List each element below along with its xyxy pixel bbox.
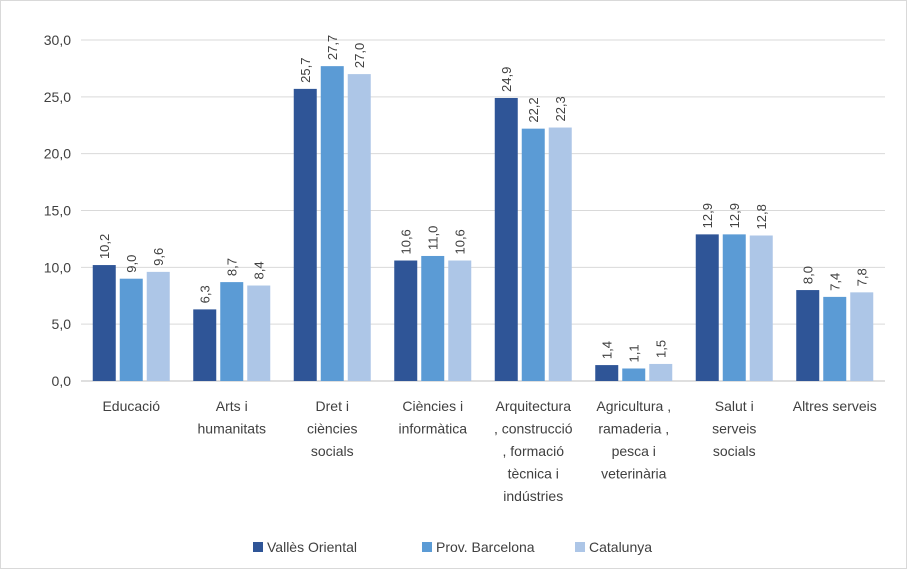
bar xyxy=(622,368,646,381)
data-label: 7,4 xyxy=(828,273,843,291)
data-label: 22,3 xyxy=(553,96,568,121)
y-tick-label: 30,0 xyxy=(44,32,71,48)
data-label: 9,6 xyxy=(151,248,166,266)
bar xyxy=(220,282,244,381)
category-label: Arquitectura, construcció, formació tècni… xyxy=(494,398,573,504)
bar xyxy=(92,265,116,381)
data-label: 10,6 xyxy=(453,229,468,254)
category-label: Dret i ciències socials xyxy=(307,398,358,459)
data-label: 7,8 xyxy=(855,268,870,286)
data-labels: 10,2 9,0 9,6 6,3 8,7 8,4 25,7 27,7 27,0 10,6 11,0 1… xyxy=(97,35,870,363)
bar xyxy=(521,128,545,381)
bar xyxy=(146,271,170,381)
data-label: 12,9 xyxy=(727,203,742,228)
bar xyxy=(695,234,719,381)
legend-swatch xyxy=(575,542,585,552)
bar xyxy=(494,97,518,381)
category-label: Altres serveis xyxy=(793,398,877,414)
legend-label: Prov. Barcelona xyxy=(436,539,535,555)
bar xyxy=(394,260,418,381)
data-label: 9,0 xyxy=(124,255,139,273)
data-label: 11,0 xyxy=(426,226,441,250)
legend: Vallès Oriental Prov. Barcelona Catalunya xyxy=(253,539,652,555)
bar xyxy=(595,365,619,381)
bar xyxy=(649,363,673,381)
category-label: Agricultura , ramaderia , pesca i veterinàr… xyxy=(596,398,671,482)
data-label: 12,8 xyxy=(754,204,769,229)
data-label: 1,1 xyxy=(627,344,642,362)
y-tick-label: 25,0 xyxy=(44,89,71,105)
data-label: 8,0 xyxy=(801,266,816,284)
y-axis: 0,0 5,0 10,0 15,0 20,0 25,0 30,0 xyxy=(44,32,71,389)
legend-swatch xyxy=(422,542,432,552)
data-label: 22,2 xyxy=(526,97,541,122)
legend-swatch xyxy=(253,542,263,552)
y-tick-label: 10,0 xyxy=(44,259,71,275)
category-label: Arts i humanitats xyxy=(198,398,266,437)
bar xyxy=(119,278,143,381)
bar xyxy=(293,88,317,382)
legend-label: Catalunya xyxy=(589,539,652,555)
data-label: 12,9 xyxy=(700,203,715,228)
legend-label: Vallès Oriental xyxy=(267,539,357,555)
data-label: 6,3 xyxy=(198,285,213,303)
data-label: 1,5 xyxy=(654,340,669,358)
y-tick-label: 20,0 xyxy=(44,146,71,162)
data-label: 8,4 xyxy=(252,261,267,279)
data-label: 27,0 xyxy=(352,43,367,68)
bar xyxy=(749,235,773,381)
bar xyxy=(247,285,271,381)
bar xyxy=(347,74,371,381)
bar xyxy=(823,296,847,381)
bar xyxy=(448,260,472,381)
bar xyxy=(548,127,572,381)
data-label: 1,4 xyxy=(600,341,615,359)
category-label: Ciències i informàtica xyxy=(399,398,468,437)
bar xyxy=(421,255,445,381)
data-label: 25,7 xyxy=(298,58,313,83)
bar xyxy=(796,290,820,381)
y-tick-label: 15,0 xyxy=(44,203,71,219)
data-label: 10,6 xyxy=(399,229,414,254)
data-label: 24,9 xyxy=(499,67,514,92)
data-label: 10,2 xyxy=(97,234,112,259)
category-label: Salut i serveis socials xyxy=(712,398,756,459)
bar xyxy=(850,292,874,381)
bars xyxy=(92,66,874,382)
x-axis: Educació Arts i humanitats Dret i ciències so… xyxy=(102,398,876,504)
category-label: Educació xyxy=(102,398,160,414)
bar xyxy=(193,309,217,381)
bar xyxy=(320,66,344,381)
y-tick-label: 0,0 xyxy=(52,373,72,389)
bar xyxy=(722,234,746,381)
data-label: 27,7 xyxy=(325,35,340,60)
data-label: 8,7 xyxy=(225,258,240,276)
y-tick-label: 5,0 xyxy=(52,316,72,332)
